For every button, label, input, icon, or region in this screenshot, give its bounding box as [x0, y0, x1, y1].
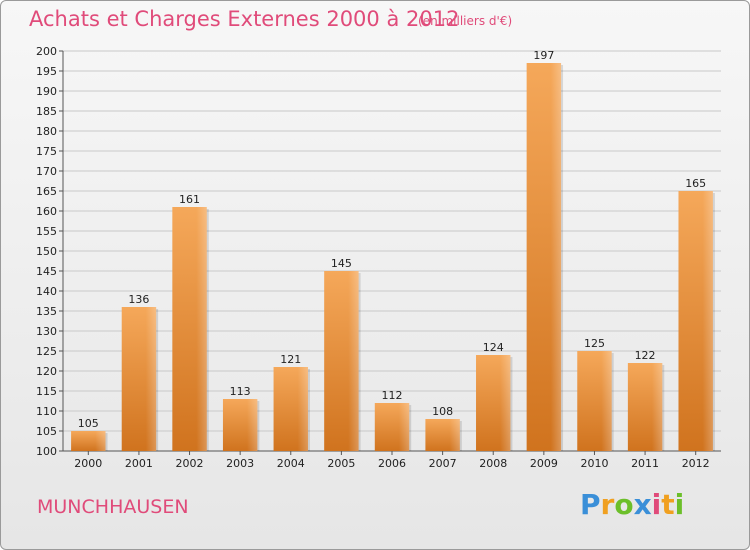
x-tick-label: 2007 [429, 457, 457, 470]
logo-letter: P [580, 488, 601, 521]
bar-highlight [273, 367, 308, 451]
y-tick-label: 110 [36, 405, 57, 418]
y-tick-label: 145 [36, 265, 57, 278]
place-name: MUNCHHAUSEN [37, 496, 189, 518]
value-label: 161 [179, 193, 200, 206]
y-tick-label: 135 [36, 305, 57, 318]
y-tick-label: 105 [36, 425, 57, 438]
y-tick-label: 190 [36, 85, 57, 98]
bar-highlight [222, 399, 258, 451]
bars [71, 63, 715, 451]
bar-highlight [374, 403, 410, 451]
x-tick-label: 2008 [479, 457, 507, 470]
x-tick-label: 2010 [580, 457, 608, 470]
proxiti-logo: Proxiti [580, 488, 684, 521]
value-label: 105 [78, 417, 99, 430]
y-tick-label: 200 [36, 45, 57, 58]
logo-letter: t [661, 488, 675, 521]
logo-letter: i [674, 488, 685, 521]
value-label: 122 [635, 349, 656, 362]
y-tick-label: 165 [36, 185, 57, 198]
value-label: 197 [533, 49, 554, 62]
value-label: 124 [483, 341, 504, 354]
bar-highlight [425, 419, 460, 451]
logo-letter: r [600, 488, 615, 521]
bar-highlight [627, 363, 663, 451]
value-label: 121 [280, 353, 301, 366]
value-label: 136 [128, 293, 149, 306]
x-tick-label: 2002 [176, 457, 204, 470]
value-label: 112 [382, 389, 403, 402]
y-tick-label: 160 [36, 205, 57, 218]
y-axis: 100 105 110 115 120 125 130 135 140 145 150 155 160 1… [36, 45, 64, 458]
x-tick-label: 2006 [378, 457, 406, 470]
bar-highlight [678, 191, 713, 451]
value-label: 145 [331, 257, 352, 270]
logo-letter: o [614, 488, 634, 521]
y-tick-label: 120 [36, 365, 57, 378]
value-label: 165 [685, 177, 706, 190]
bar-highlight [476, 355, 511, 451]
x-tick-label: 2012 [682, 457, 710, 470]
x-tick-label: 2000 [74, 457, 102, 470]
value-labels: 105 136 161 113 121 145 112 108 124 197 125 122 165 [78, 49, 706, 430]
logo-letter: x [633, 488, 652, 521]
logo-letter: i [651, 488, 662, 521]
value-label: 113 [230, 385, 251, 398]
y-tick-label: 180 [36, 125, 57, 138]
x-tick-label: 2009 [530, 457, 558, 470]
value-label: 125 [584, 337, 605, 350]
bar-highlight [577, 351, 612, 451]
x-axis: 2000 2001 2002 2003 2004 2005 2006 2007 2008 2009… [63, 450, 721, 470]
y-tick-label: 100 [36, 445, 57, 458]
x-tick-label: 2003 [226, 457, 254, 470]
bar-highlight [172, 207, 207, 451]
y-tick-label: 195 [36, 65, 57, 78]
bar-highlight [121, 307, 157, 451]
y-tick-label: 115 [36, 385, 57, 398]
chart-title: Achats et Charges Externes 2000 à 2012 [29, 7, 460, 31]
y-tick-label: 185 [36, 105, 57, 118]
bar-highlight [71, 431, 106, 451]
x-tick-label: 2011 [631, 457, 659, 470]
y-tick-label: 125 [36, 345, 57, 358]
chart-unit: (en milliers d'€) [418, 14, 513, 28]
y-tick-label: 150 [36, 245, 57, 258]
x-tick-label: 2005 [327, 457, 355, 470]
y-tick-label: 140 [36, 285, 57, 298]
bar-highlight [324, 271, 359, 451]
y-tick-label: 170 [36, 165, 57, 178]
y-tick-label: 155 [36, 225, 57, 238]
y-tick-label: 175 [36, 145, 57, 158]
bar-highlight [526, 63, 562, 451]
x-tick-label: 2004 [277, 457, 305, 470]
value-label: 108 [432, 405, 453, 418]
x-tick-label: 2001 [125, 457, 153, 470]
y-tick-label: 130 [36, 325, 57, 338]
